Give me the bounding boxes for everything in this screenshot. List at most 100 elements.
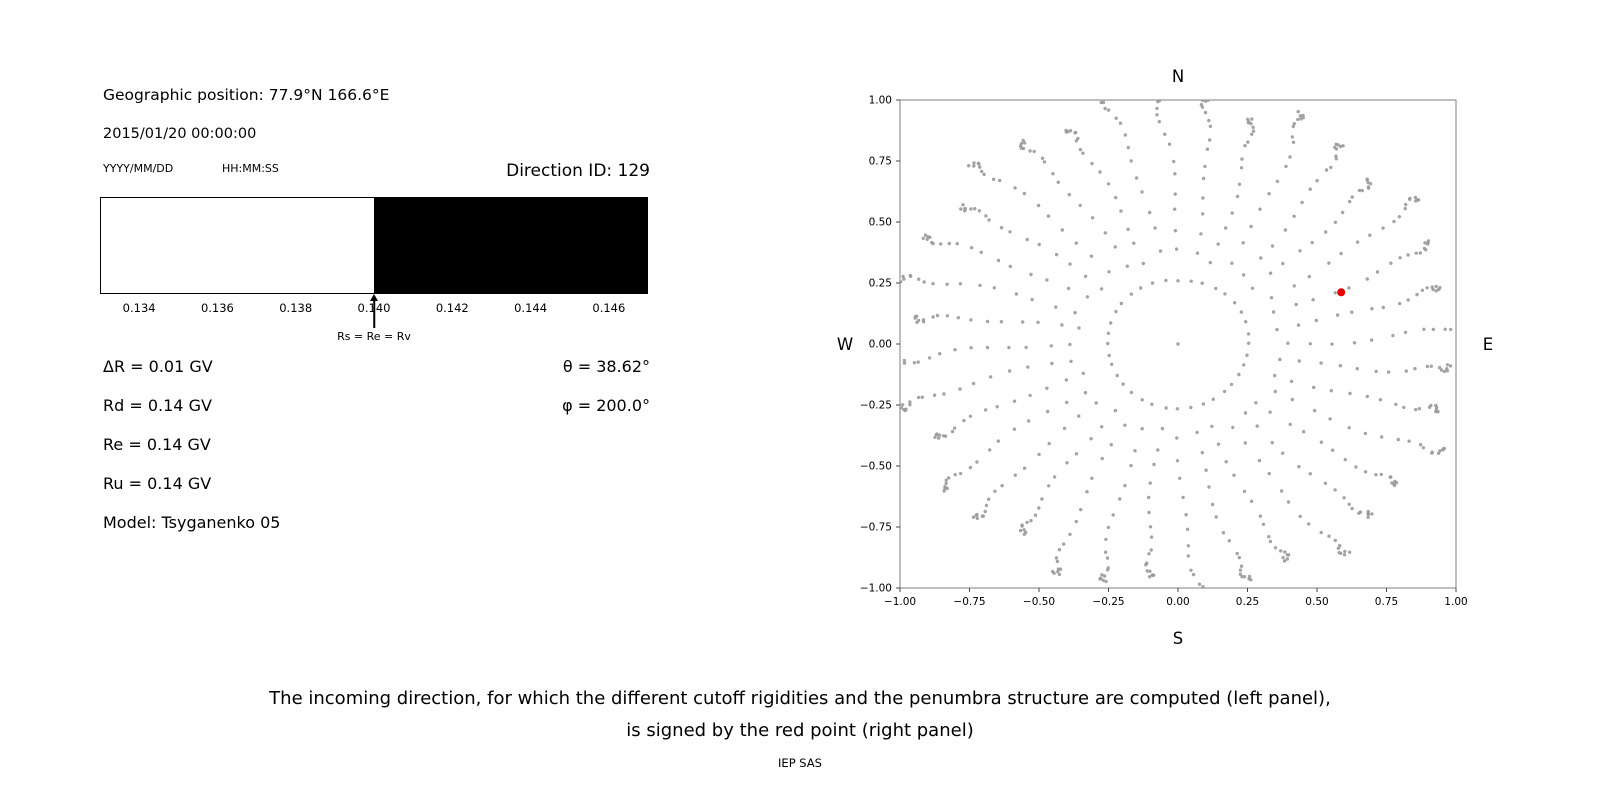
direction-dot bbox=[1368, 233, 1372, 237]
direction-dot bbox=[1313, 408, 1317, 413]
x-tick-label: 0.25 bbox=[1236, 596, 1259, 608]
direction-dot bbox=[945, 486, 949, 491]
direction-dot bbox=[1103, 550, 1108, 554]
direction-dot bbox=[900, 403, 905, 407]
direction-dot bbox=[1247, 120, 1251, 124]
direction-dot bbox=[1251, 129, 1256, 133]
direction-dot bbox=[1333, 145, 1337, 150]
direction-dot bbox=[1197, 582, 1202, 586]
direction-dot bbox=[1394, 481, 1399, 485]
direction-dot bbox=[1348, 391, 1352, 396]
direction-dot bbox=[952, 426, 957, 430]
direction-dot bbox=[1148, 210, 1152, 215]
direction-dot bbox=[1066, 286, 1071, 291]
direction-dot bbox=[1207, 118, 1211, 123]
direction-dot bbox=[1129, 292, 1134, 296]
direction-dot bbox=[1291, 140, 1296, 144]
direction-dot bbox=[984, 214, 988, 218]
direction-dot bbox=[1243, 144, 1247, 148]
direction-dot bbox=[1083, 391, 1088, 395]
direction-dot bbox=[1327, 261, 1331, 265]
selected-direction-point bbox=[1337, 288, 1346, 297]
direction-dot bbox=[945, 282, 949, 286]
direction-dot bbox=[1283, 228, 1288, 232]
direction-dot bbox=[1047, 441, 1051, 446]
direction-dot bbox=[1037, 452, 1041, 457]
direction-dot bbox=[1422, 246, 1427, 251]
direction-dot bbox=[1025, 520, 1029, 525]
direction-dot bbox=[1173, 192, 1177, 196]
direction-dot bbox=[985, 345, 990, 350]
direction-dot bbox=[1247, 341, 1251, 345]
direction-dot bbox=[969, 246, 974, 250]
rigidity-tick-label: 0.136 bbox=[200, 301, 234, 315]
direction-dot bbox=[1366, 512, 1370, 516]
direction-dot bbox=[1106, 108, 1111, 112]
x-tick-label: −1.00 bbox=[884, 596, 916, 608]
direction-dot bbox=[1268, 410, 1272, 414]
direction-dot bbox=[1140, 427, 1144, 431]
direction-dot bbox=[1296, 109, 1300, 114]
direction-dot bbox=[1441, 448, 1445, 452]
direction-dot bbox=[992, 286, 996, 290]
direction-dot bbox=[1391, 333, 1395, 338]
direction-dot bbox=[1007, 369, 1012, 373]
direction-dot bbox=[1119, 209, 1123, 213]
direction-dot bbox=[1156, 448, 1160, 452]
direction-dot bbox=[1323, 481, 1328, 485]
direction-dot bbox=[1286, 341, 1290, 345]
direction-dot bbox=[1050, 569, 1055, 574]
direction-dot bbox=[1189, 279, 1193, 283]
direction-dot bbox=[1036, 320, 1040, 324]
direction-dot bbox=[1054, 252, 1059, 257]
direction-dot bbox=[1425, 242, 1430, 246]
direction-dot bbox=[1073, 131, 1077, 135]
direction-dot bbox=[920, 395, 924, 399]
direction-dot bbox=[1052, 475, 1057, 479]
direction-dot bbox=[1366, 509, 1370, 514]
x-tick-label: −0.75 bbox=[953, 596, 985, 608]
direction-dot bbox=[1054, 305, 1058, 309]
direction-dot bbox=[1239, 564, 1244, 568]
direction-dot bbox=[1466, 316, 1469, 319]
direction-id: Direction ID: 129 bbox=[506, 161, 650, 181]
direction-dot bbox=[1339, 251, 1343, 256]
direction-dot bbox=[1078, 203, 1082, 208]
time-format-label: HH:MM:SS bbox=[222, 162, 279, 175]
direction-dot bbox=[1125, 264, 1129, 268]
credit-label: IEP SAS bbox=[778, 756, 822, 770]
direction-dot bbox=[1174, 247, 1179, 251]
direction-dot bbox=[1243, 441, 1247, 445]
direction-dot bbox=[985, 319, 990, 324]
direction-dot bbox=[969, 207, 973, 211]
direction-dot bbox=[953, 348, 957, 352]
direction-dot bbox=[1126, 145, 1130, 150]
direction-dot bbox=[1221, 531, 1226, 535]
direction-dot bbox=[1239, 310, 1244, 314]
direction-grid-dots bbox=[900, 100, 1471, 599]
direction-dot bbox=[1261, 522, 1266, 526]
direction-dot bbox=[1022, 466, 1027, 470]
direction-dot bbox=[1343, 549, 1347, 554]
direction-dot bbox=[1254, 401, 1258, 405]
direction-dot bbox=[980, 514, 985, 518]
direction-dot bbox=[979, 250, 983, 254]
direction-dot bbox=[1259, 256, 1263, 260]
y-tick-label: 0.75 bbox=[869, 156, 892, 168]
direction-dot bbox=[1468, 319, 1471, 322]
direction-dot bbox=[1269, 296, 1274, 300]
direction-dot bbox=[963, 206, 967, 211]
direction-dot bbox=[1338, 144, 1343, 149]
direction-dot bbox=[1201, 402, 1206, 406]
direction-dot bbox=[1191, 572, 1196, 577]
direction-dot bbox=[1057, 548, 1062, 552]
direction-dot bbox=[991, 177, 996, 181]
direction-dot bbox=[1198, 596, 1201, 599]
direction-dot bbox=[1347, 550, 1352, 554]
direction-dot bbox=[1207, 485, 1211, 489]
direction-dot bbox=[1115, 373, 1119, 378]
direction-dot bbox=[1028, 393, 1032, 398]
y-tick-label: −1.00 bbox=[860, 583, 892, 595]
direction-dot bbox=[1434, 409, 1438, 414]
direction-dot bbox=[1060, 228, 1064, 232]
